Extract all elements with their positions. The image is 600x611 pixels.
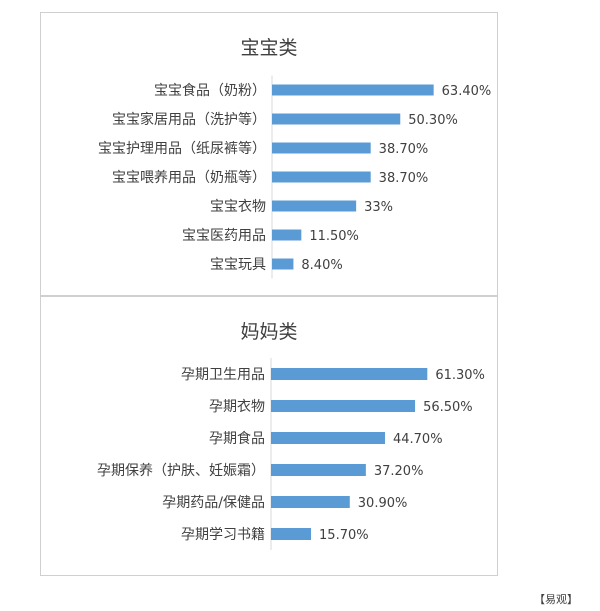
category-tick-label: 宝宝喂养用品（奶瓶等） (112, 169, 266, 186)
category-tick-label: 宝宝家居用品（洗护等） (112, 111, 266, 128)
bar (271, 368, 428, 380)
bar (271, 496, 350, 508)
bar (271, 464, 366, 476)
data-label: 15.70% (319, 528, 369, 543)
bar (272, 229, 302, 241)
data-label: 50.30% (408, 113, 458, 128)
bar (272, 113, 401, 125)
data-label: 56.50% (423, 400, 473, 415)
category-tick-label: 孕期卫生用品 (181, 367, 265, 383)
data-label: 63.40% (442, 84, 492, 99)
bar (272, 171, 371, 183)
mom-category-bar-chart: 孕期卫生用品 61.30% 孕期衣物 56.50% 孕期食品 44.70% 孕期保养（护肤、… (97, 358, 485, 550)
category-tick-label: 孕期食品 (209, 430, 265, 447)
category-tick-label: 孕期学习书籍 (181, 526, 265, 543)
source-label: 【易观】 (534, 593, 578, 606)
data-label: 38.70% (379, 171, 429, 186)
category-tick-label: 宝宝护理用品（纸尿裤等） (98, 140, 266, 157)
data-label: 30.90% (358, 496, 408, 511)
bar (271, 432, 385, 444)
bar (272, 142, 371, 154)
chart-title: 宝宝类 (240, 37, 298, 59)
data-label: 37.20% (374, 464, 424, 479)
category-tick-label: 宝宝衣物 (210, 199, 266, 215)
data-label: 44.70% (393, 432, 443, 447)
bar (272, 258, 294, 270)
category-tick-label: 孕期药品/保健品 (162, 495, 265, 511)
chart-title: 妈妈类 (240, 321, 298, 343)
category-tick-label: 宝宝玩具 (210, 257, 266, 273)
category-tick-label: 宝宝食品（奶粉） (154, 82, 266, 99)
bar (272, 84, 434, 96)
category-tick-label: 宝宝医药用品 (182, 228, 266, 244)
data-label: 33% (364, 200, 393, 215)
category-tick-label: 孕期衣物 (209, 399, 265, 415)
baby-category-chart-panel: 宝宝类 宝宝食品（奶粉） 63.40% 宝宝家居用品（洗护等） 50.30% 宝宝护理用… (40, 12, 498, 296)
bar (272, 200, 357, 212)
data-label: 61.30% (435, 368, 485, 383)
mom-category-chart-panel: 妈妈类 孕期卫生用品 61.30% 孕期衣物 56.50% 孕期食品 44.70% 孕期保养… (40, 296, 498, 576)
data-label: 38.70% (379, 142, 429, 157)
data-label: 8.40% (301, 258, 342, 273)
baby-category-bar-chart: 宝宝食品（奶粉） 63.40% 宝宝家居用品（洗护等） 50.30% 宝宝护理用品（纸尿… (98, 75, 492, 279)
data-label: 11.50% (309, 229, 359, 244)
bar (271, 528, 312, 540)
category-tick-label: 孕期保养（护肤、妊娠霜） (97, 463, 265, 479)
bar (271, 400, 416, 412)
